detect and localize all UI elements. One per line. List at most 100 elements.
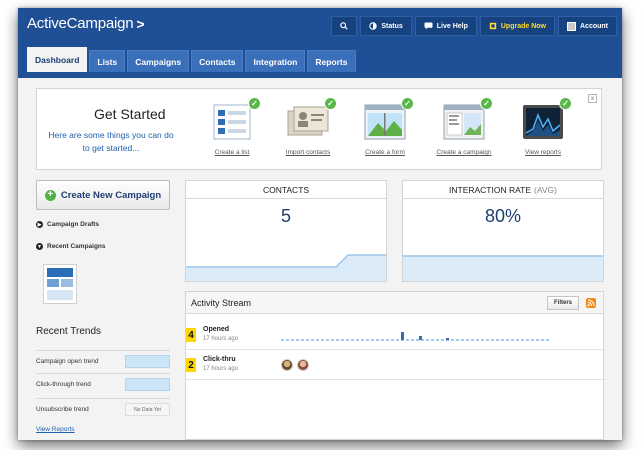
rss-icon[interactable] xyxy=(586,298,596,308)
activity-label: Click-thru xyxy=(203,356,236,363)
account-avatar-icon xyxy=(567,21,576,31)
create-new-campaign-button[interactable]: + Create New Campaign xyxy=(36,180,170,210)
create-form-link[interactable]: Create a form xyxy=(365,149,405,156)
import-contacts-link[interactable]: Import contacts xyxy=(285,149,331,156)
activity-time: 17 hours ago xyxy=(203,336,239,342)
recent-campaigns-toggle[interactable]: ▼ Recent Campaigns xyxy=(36,243,106,250)
contact-avatar-icon[interactable] xyxy=(281,359,293,371)
interaction-rate-card[interactable]: INTERACTION RATE (AVG) 80% xyxy=(402,180,604,282)
tab-contacts[interactable]: Contacts xyxy=(191,50,244,72)
logo-text: ActiveCampaign xyxy=(27,15,134,32)
app-window: ActiveCampaign > Status Live Help Upgrad… xyxy=(18,8,622,440)
contacts-title: CONTACTS xyxy=(262,184,310,195)
get-started-title: Get Started xyxy=(94,106,166,122)
upgrade-label: Upgrade Now xyxy=(500,22,546,30)
search-icon xyxy=(340,22,348,30)
trend-no-data: No Data Yet xyxy=(125,403,170,416)
recent-trends: Recent Trends Campaign open trend Click-… xyxy=(36,314,170,432)
activity-count-badge: 4 xyxy=(186,328,196,342)
interaction-rate-suffix: (AVG) xyxy=(534,184,557,195)
check-icon: ✓ xyxy=(480,97,493,110)
recent-trends-title: Recent Trends xyxy=(36,326,102,337)
tab-lists[interactable]: Lists xyxy=(89,50,126,72)
status-label: Status xyxy=(381,22,403,30)
activity-label: Opened xyxy=(203,326,230,333)
chevron-down-icon: ▼ xyxy=(36,243,43,250)
check-icon: ✓ xyxy=(248,97,261,110)
get-started-item-create-form[interactable]: ✓ Create a form xyxy=(350,97,420,156)
live-help-button[interactable]: Live Help xyxy=(414,16,477,36)
check-icon: ✓ xyxy=(401,97,414,110)
account-label: Account xyxy=(580,22,608,30)
get-started-item-create-campaign[interactable]: ✓ Create a campaign xyxy=(429,97,499,156)
header: ActiveCampaign > Status Live Help Upgrad… xyxy=(18,8,622,78)
activity-stream-title: Activity Stream xyxy=(191,298,252,308)
trend-row-open: Campaign open trend xyxy=(36,350,170,372)
logo-chevron-icon: > xyxy=(136,15,145,32)
list-icon: ✓ xyxy=(210,97,261,141)
view-reports-link[interactable]: View reports xyxy=(524,149,561,156)
contacts-card[interactable]: CONTACTS 5 xyxy=(185,180,387,282)
contact-cards-icon: ✓ xyxy=(286,97,337,141)
check-icon: ✓ xyxy=(324,97,337,110)
trend-label: Unsubscribe trend xyxy=(36,406,89,413)
live-help-label: Live Help xyxy=(436,22,468,30)
create-list-link[interactable]: Create a list xyxy=(214,149,250,156)
search-button[interactable] xyxy=(331,16,358,36)
interaction-rate-card-title: INTERACTION RATE (AVG) xyxy=(403,181,603,199)
activity-count-badge: 2 xyxy=(186,358,196,372)
get-started-panel: Get Started Here are some things you can… xyxy=(36,88,602,170)
plus-icon: + xyxy=(44,189,56,201)
trend-sparkline[interactable] xyxy=(125,378,170,391)
activity-row-opened[interactable]: 4 Opened 17 hours ago xyxy=(186,322,605,350)
contacts-trend-chart xyxy=(186,254,386,281)
trend-row-unsubscribe: Unsubscribe trend No Data Yet xyxy=(36,398,170,420)
create-new-campaign-label: Create New Campaign xyxy=(60,189,162,201)
trend-row-click: Click-through trend xyxy=(36,373,170,395)
account-button[interactable]: Account xyxy=(558,16,617,36)
upgrade-now-button[interactable]: Upgrade Now xyxy=(479,16,555,36)
tab-dashboard[interactable]: Dashboard xyxy=(27,47,88,72)
contact-avatar-icon[interactable] xyxy=(297,359,309,371)
tab-campaigns[interactable]: Campaigns xyxy=(127,50,190,72)
form-icon: ✓ xyxy=(363,97,414,141)
interaction-rate-title: INTERACTION RATE xyxy=(449,184,532,195)
campaign-drafts-label: Campaign Drafts xyxy=(47,221,100,228)
activity-time: 17 hours ago xyxy=(203,366,239,372)
interaction-trend-chart xyxy=(403,255,603,281)
logo[interactable]: ActiveCampaign > xyxy=(27,15,145,32)
contacts-value: 5 xyxy=(280,206,291,226)
create-campaign-link[interactable]: Create a campaign xyxy=(436,149,492,156)
main-tabs: Dashboard Lists Campaigns Contacts Integ… xyxy=(27,47,356,72)
report-chart-icon: ✓ xyxy=(521,97,572,141)
chevron-right-icon: ▶ xyxy=(36,221,43,228)
upgrade-icon xyxy=(489,22,497,30)
filters-button[interactable]: Filters xyxy=(546,296,579,310)
get-started-item-view-reports[interactable]: ✓ View reports xyxy=(508,97,578,156)
trend-sparkline[interactable] xyxy=(125,355,170,368)
get-started-subtitle[interactable]: Here are some things you can do to get s… xyxy=(48,130,174,153)
chat-bubble-icon xyxy=(424,22,433,30)
trend-label: Campaign open trend xyxy=(36,358,99,365)
close-icon[interactable]: x xyxy=(588,94,597,103)
campaign-drafts-toggle[interactable]: ▶ Campaign Drafts xyxy=(36,221,99,228)
activity-row-click-thru[interactable]: 2 Click-thru 17 hours ago xyxy=(186,352,605,380)
get-started-item-create-list[interactable]: ✓ Create a list xyxy=(197,97,267,156)
status-icon xyxy=(369,22,378,30)
interaction-rate-value: 80% xyxy=(484,206,522,226)
opened-timeline-chart xyxy=(281,332,551,341)
contacts-card-title: CONTACTS xyxy=(186,181,386,199)
trend-label: Click-through trend xyxy=(36,381,91,388)
campaign-icon: ✓ xyxy=(442,97,493,141)
recent-campaign-thumbnail[interactable] xyxy=(43,264,77,304)
recent-campaigns-label: Recent Campaigns xyxy=(47,243,106,250)
status-button[interactable]: Status xyxy=(360,16,412,36)
activity-stream-header: Activity Stream Filters xyxy=(186,292,603,314)
top-nav: Status Live Help Upgrade Now Account xyxy=(331,16,617,36)
get-started-item-import-contacts[interactable]: ✓ Import contacts xyxy=(273,97,343,156)
view-reports-link-sidebar[interactable]: View Reports xyxy=(36,426,75,433)
tab-reports[interactable]: Reports xyxy=(307,50,356,72)
check-icon: ✓ xyxy=(559,97,572,110)
activity-stream: Activity Stream Filters 4 Opened 17 hour… xyxy=(185,291,605,440)
tab-integration[interactable]: Integration xyxy=(245,50,306,72)
